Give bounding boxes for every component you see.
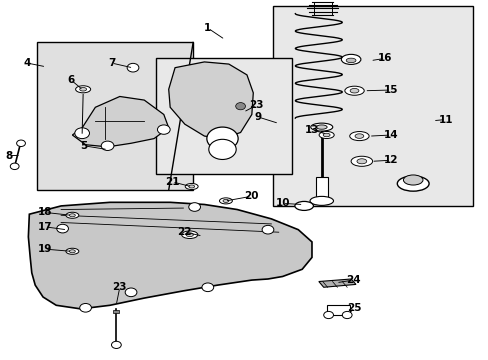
Text: 22: 22 — [177, 227, 192, 237]
Circle shape — [80, 303, 91, 312]
Ellipse shape — [350, 156, 372, 166]
Ellipse shape — [188, 185, 194, 188]
Text: 24: 24 — [345, 275, 360, 285]
Text: 16: 16 — [377, 53, 392, 63]
Ellipse shape — [223, 199, 228, 202]
Bar — [315, 177, 327, 204]
Polygon shape — [28, 202, 311, 309]
Ellipse shape — [310, 123, 332, 131]
Circle shape — [206, 127, 238, 150]
Ellipse shape — [316, 125, 326, 129]
Text: 18: 18 — [38, 207, 52, 217]
Bar — [113, 310, 119, 313]
Bar — [37, 42, 193, 190]
Circle shape — [127, 63, 139, 72]
Text: 12: 12 — [383, 155, 398, 165]
Polygon shape — [72, 96, 168, 147]
Text: 17: 17 — [38, 222, 52, 232]
Circle shape — [57, 224, 68, 233]
Polygon shape — [168, 62, 253, 139]
Text: 13: 13 — [304, 125, 319, 135]
Ellipse shape — [349, 131, 368, 141]
Ellipse shape — [66, 212, 79, 218]
Text: 19: 19 — [38, 244, 52, 254]
Ellipse shape — [319, 131, 333, 139]
Ellipse shape — [346, 58, 355, 63]
Ellipse shape — [185, 184, 198, 189]
Text: 4: 4 — [23, 58, 31, 68]
Text: 5: 5 — [81, 141, 87, 151]
Ellipse shape — [309, 196, 333, 205]
Ellipse shape — [341, 54, 360, 64]
Circle shape — [111, 341, 121, 348]
Ellipse shape — [69, 214, 75, 217]
Circle shape — [342, 311, 351, 319]
Ellipse shape — [323, 133, 329, 137]
Text: 10: 10 — [275, 198, 289, 208]
Circle shape — [125, 288, 137, 297]
Ellipse shape — [80, 87, 86, 91]
Bar — [272, 6, 472, 206]
Ellipse shape — [69, 250, 75, 253]
Text: 20: 20 — [244, 191, 259, 201]
Ellipse shape — [356, 159, 366, 164]
Text: 23: 23 — [249, 100, 264, 110]
Circle shape — [10, 163, 19, 170]
Circle shape — [188, 203, 200, 211]
Circle shape — [208, 139, 236, 159]
Ellipse shape — [294, 201, 313, 210]
Ellipse shape — [354, 134, 363, 138]
Text: 23: 23 — [112, 282, 127, 292]
Circle shape — [157, 125, 170, 134]
Circle shape — [235, 103, 245, 110]
Text: 25: 25 — [346, 303, 361, 313]
Bar — [155, 58, 292, 174]
Text: 15: 15 — [383, 85, 398, 95]
Text: 7: 7 — [107, 58, 115, 68]
Ellipse shape — [182, 231, 197, 239]
Circle shape — [101, 141, 114, 150]
Ellipse shape — [403, 175, 422, 185]
Ellipse shape — [219, 198, 232, 204]
Circle shape — [202, 283, 213, 292]
Text: 21: 21 — [164, 177, 179, 187]
Ellipse shape — [349, 89, 358, 93]
Circle shape — [75, 128, 89, 139]
Text: 6: 6 — [67, 75, 74, 85]
Text: 14: 14 — [383, 130, 398, 140]
Polygon shape — [318, 279, 355, 287]
Ellipse shape — [76, 86, 90, 93]
Ellipse shape — [396, 176, 428, 191]
Circle shape — [17, 140, 25, 147]
Circle shape — [323, 311, 333, 319]
Text: 8: 8 — [5, 150, 12, 161]
Text: 11: 11 — [438, 114, 452, 125]
Ellipse shape — [66, 248, 79, 254]
Text: 1: 1 — [204, 23, 211, 33]
Text: 9: 9 — [254, 112, 261, 122]
Circle shape — [262, 225, 273, 234]
Bar — [326, 305, 349, 315]
Ellipse shape — [185, 233, 193, 237]
Ellipse shape — [344, 86, 364, 95]
